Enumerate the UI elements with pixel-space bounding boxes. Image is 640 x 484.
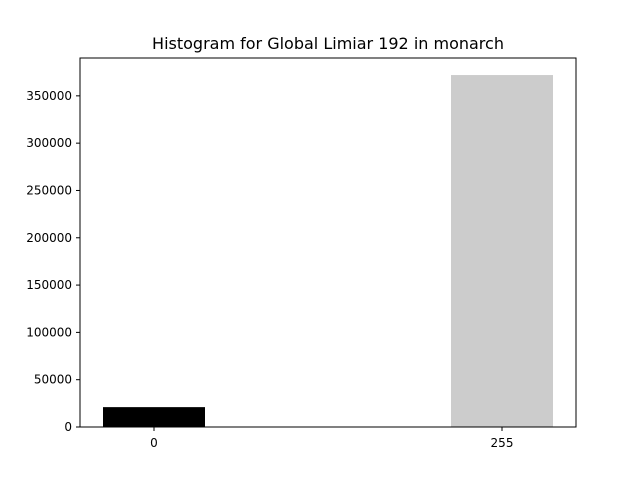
y-axis: 0 50000 100000 150000 200000 250000 300000 3500…: [26, 89, 80, 434]
y-tick-label: 150000: [26, 278, 72, 292]
y-tick-label: 0: [64, 420, 72, 434]
y-tick-label: 100000: [26, 325, 72, 339]
bars-layer: [103, 75, 553, 428]
x-tick-label: 0: [150, 436, 158, 450]
bar-0: [103, 407, 205, 427]
y-tick-label: 50000: [34, 373, 72, 387]
chart-title: Histogram for Global Limiar 192 in monar…: [152, 34, 504, 53]
plot-frame: [79, 57, 577, 428]
y-tick-label: 350000: [26, 89, 72, 103]
bar-255: [451, 75, 553, 428]
y-tick-label: 300000: [26, 136, 72, 150]
y-tick-label: 200000: [26, 231, 72, 245]
y-tick-label: 250000: [26, 183, 72, 197]
x-axis: 0 255: [150, 427, 513, 450]
x-tick-label: 255: [491, 436, 514, 450]
